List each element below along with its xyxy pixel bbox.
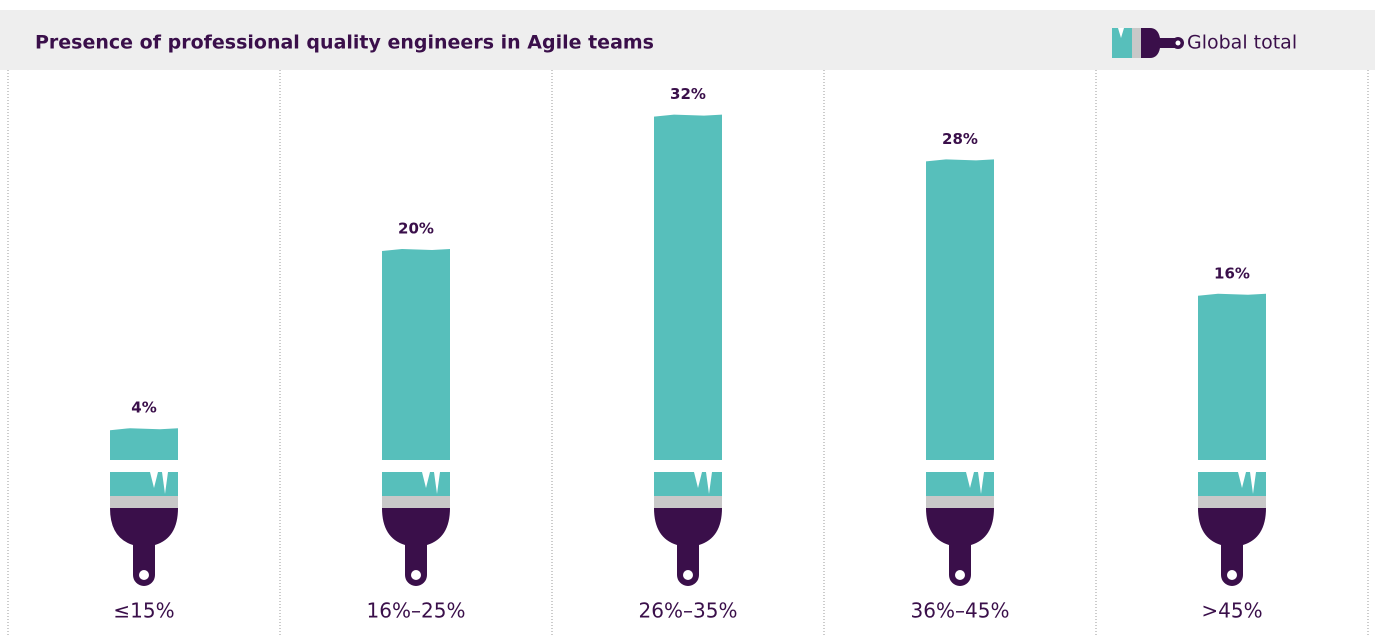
x-tick-label: 36%–45% xyxy=(911,599,1010,623)
brush xyxy=(382,472,450,586)
bar xyxy=(926,159,994,460)
brush-bristles xyxy=(1198,472,1266,496)
brush xyxy=(926,472,994,586)
brush-bristles xyxy=(110,472,178,496)
brush-bristles xyxy=(382,472,450,496)
brush-bristles xyxy=(926,472,994,496)
brush-ferrule xyxy=(110,496,178,508)
value-label: 16% xyxy=(1214,264,1250,282)
bristle-gap xyxy=(434,472,440,494)
value-label: 28% xyxy=(942,130,978,148)
brush-handle xyxy=(382,508,450,586)
handle-hole xyxy=(139,570,149,580)
legend-icon xyxy=(1112,28,1184,58)
legend-label: Global total xyxy=(1187,32,1297,54)
brush-ferrule xyxy=(382,496,450,508)
bristle-gap xyxy=(1238,472,1246,488)
bristle-gap xyxy=(162,472,168,494)
x-tick-label: 16%–25% xyxy=(367,599,466,623)
brush-handle xyxy=(926,508,994,586)
bristle-gap xyxy=(978,472,984,494)
bristle-gap xyxy=(694,472,702,488)
x-tick-label: >45% xyxy=(1201,599,1262,623)
bar xyxy=(654,114,722,460)
brush xyxy=(110,472,178,586)
brush xyxy=(654,472,722,586)
chart-title: Presence of professional quality enginee… xyxy=(35,32,654,54)
brush-handle xyxy=(110,508,178,586)
brush-handle xyxy=(654,508,722,586)
bar xyxy=(382,249,450,460)
handle-hole xyxy=(1227,570,1237,580)
bristle-gap xyxy=(966,472,974,488)
brush xyxy=(1198,472,1266,586)
value-label: 20% xyxy=(398,220,434,238)
bristle-gap xyxy=(422,472,430,488)
handle-hole xyxy=(411,570,421,580)
bar xyxy=(1198,293,1266,460)
brush-ferrule xyxy=(654,496,722,508)
brush-ferrule xyxy=(926,496,994,508)
value-label: 4% xyxy=(131,399,156,417)
handle-hole xyxy=(683,570,693,580)
value-label: 32% xyxy=(670,85,706,103)
brush-handle xyxy=(1198,508,1266,586)
brush-ferrule xyxy=(1198,496,1266,508)
handle-hole xyxy=(955,570,965,580)
x-tick-label: ≤15% xyxy=(113,599,174,623)
x-tick-label: 26%–35% xyxy=(639,599,738,623)
brush-bristles xyxy=(654,472,722,496)
bristle-gap xyxy=(1250,472,1256,494)
bristle-gap xyxy=(150,472,158,488)
bristle-gap xyxy=(706,472,712,494)
bar xyxy=(110,428,178,460)
